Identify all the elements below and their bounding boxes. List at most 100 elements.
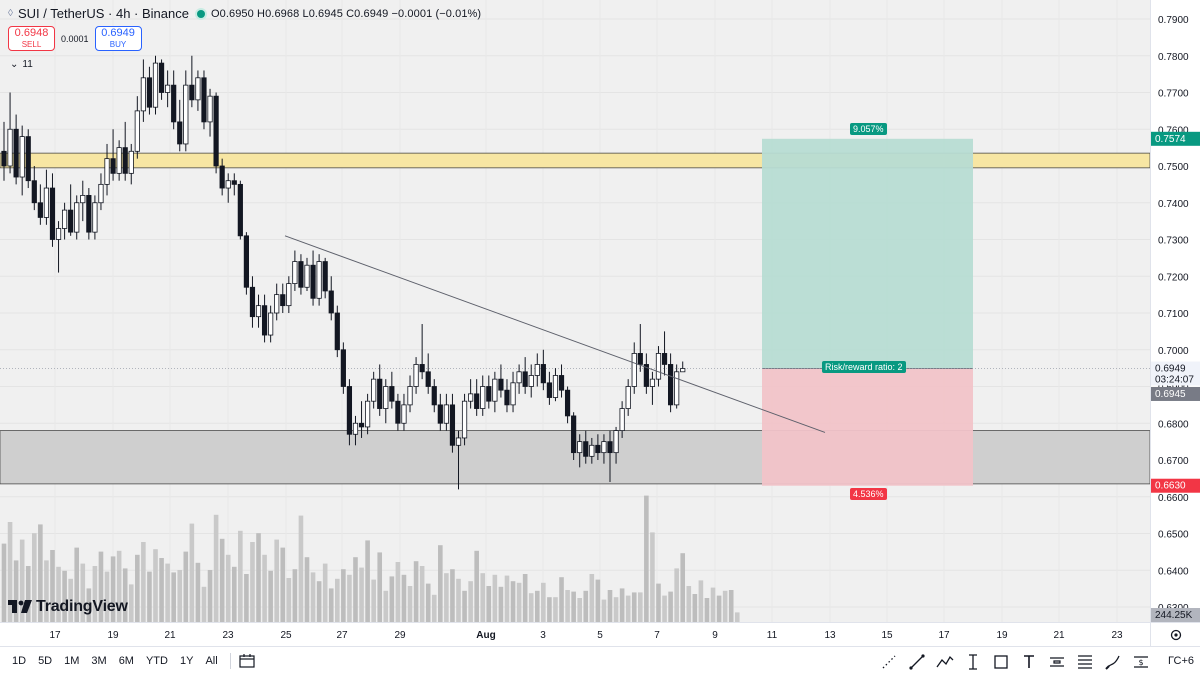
candle[interactable] [122,121,128,181]
candle[interactable] [577,434,583,468]
candle[interactable] [528,364,534,398]
candle[interactable] [261,294,268,343]
candle[interactable] [274,283,280,321]
candle[interactable] [358,401,365,438]
timeframe-1y[interactable]: 1Y [179,655,194,667]
candle[interactable] [62,202,68,240]
timeframe-6m[interactable]: 6M [118,655,134,667]
candle[interactable] [134,96,140,159]
candle[interactable] [546,371,553,405]
vertical-line-icon[interactable] [964,653,982,671]
price-range-icon[interactable]: $ [1132,653,1150,671]
candle[interactable] [334,305,340,358]
chart-area[interactable]: ◊ SUI / TetherUS · 4h · Binance O0.6950 … [0,0,1150,622]
symbol-title[interactable]: SUI / TetherUS · 4h · Binance [17,6,189,21]
candle[interactable] [158,59,165,100]
candle[interactable] [165,70,171,108]
candle[interactable] [583,430,589,464]
candle[interactable] [522,357,528,394]
candle[interactable] [231,173,237,196]
candle[interactable] [674,364,680,409]
candle[interactable] [455,430,462,490]
text-tool-icon[interactable] [1020,653,1038,671]
candle[interactable] [177,99,183,152]
candle[interactable] [631,342,637,394]
candle[interactable] [474,379,480,416]
candle[interactable] [352,415,359,446]
time-axis-scale[interactable]: 17 19 21 23 25 27 29 Aug 3 5 7 9 11 13 15 17 19 21 23 [0,623,1150,647]
candle[interactable] [383,379,389,424]
candle[interactable] [152,55,159,115]
horizontal-ray-icon[interactable] [1048,653,1066,671]
candle[interactable] [98,173,104,211]
candle[interactable] [31,166,37,211]
candle[interactable] [171,70,177,130]
candle[interactable] [619,401,625,438]
candle[interactable] [298,254,304,295]
candle[interactable] [213,92,219,174]
timeframe-1m[interactable]: 1M [64,655,80,667]
candle[interactable] [1,121,7,181]
candle[interactable] [449,393,456,453]
trend-line[interactable] [284,235,826,433]
candle[interactable] [237,180,243,240]
candle[interactable] [443,393,449,431]
candle[interactable] [492,371,498,413]
candle[interactable] [255,294,262,328]
candle[interactable] [377,364,383,416]
target-percent-label[interactable]: 9.057% [850,122,887,135]
candle[interactable] [128,143,134,185]
candle[interactable] [225,173,231,203]
candle[interactable] [516,364,522,394]
brush-icon[interactable] [1104,653,1122,671]
timeframe-5d[interactable]: 5D [38,655,53,667]
date-range-icon[interactable] [239,654,255,668]
candle[interactable] [189,55,195,108]
candle[interactable] [268,305,274,343]
candle[interactable] [80,180,86,222]
candle[interactable] [395,393,401,431]
indicators-toggle[interactable]: ⌄ 11 [10,59,33,70]
candle[interactable] [86,188,92,240]
time-axis[interactable]: 17 19 21 23 25 27 29 Aug 3 5 7 9 11 13 15 17 19 21 23 [0,622,1150,646]
timezone-label[interactable]: ГС+6 [1168,655,1194,667]
stop-percent-label[interactable]: 4.536% [850,487,887,500]
price-axis-scale[interactable]: 0.7900 0.7800 0.7700 0.7600 0.7500 0.7400 0.73… [1151,0,1200,622]
candle[interactable] [649,371,656,405]
candle[interactable] [461,393,468,446]
dotted-line-icon[interactable] [880,653,898,671]
candle[interactable] [625,379,631,416]
candle[interactable] [589,437,595,464]
candle[interactable] [292,250,298,291]
settings-gear-icon[interactable] [1169,628,1183,642]
candle[interactable] [68,184,74,236]
candle[interactable] [340,342,346,394]
candle[interactable] [510,371,516,413]
candle[interactable] [219,158,225,196]
candle[interactable] [201,70,207,130]
buy-button[interactable]: 0.6949 BUY [94,26,142,51]
candle[interactable] [389,371,395,409]
candle[interactable] [601,434,607,464]
candle[interactable] [468,379,474,409]
candle[interactable] [643,353,649,394]
candle[interactable] [286,276,292,313]
candle[interactable] [571,412,577,460]
candle[interactable] [280,283,286,313]
candle[interactable] [243,232,249,295]
candle[interactable] [540,349,546,391]
candle[interactable] [116,140,122,181]
candle[interactable] [371,371,377,409]
candle[interactable] [668,353,674,413]
candle[interactable] [92,195,98,240]
candle[interactable] [37,184,43,225]
candle[interactable] [249,276,256,328]
candle[interactable] [655,346,662,387]
candle[interactable] [661,331,668,376]
timeframe-all[interactable]: All [205,655,218,667]
candle[interactable] [504,379,510,413]
candle[interactable] [419,324,425,380]
candle[interactable] [637,324,643,372]
candle[interactable] [146,66,153,115]
candle[interactable] [183,70,189,152]
